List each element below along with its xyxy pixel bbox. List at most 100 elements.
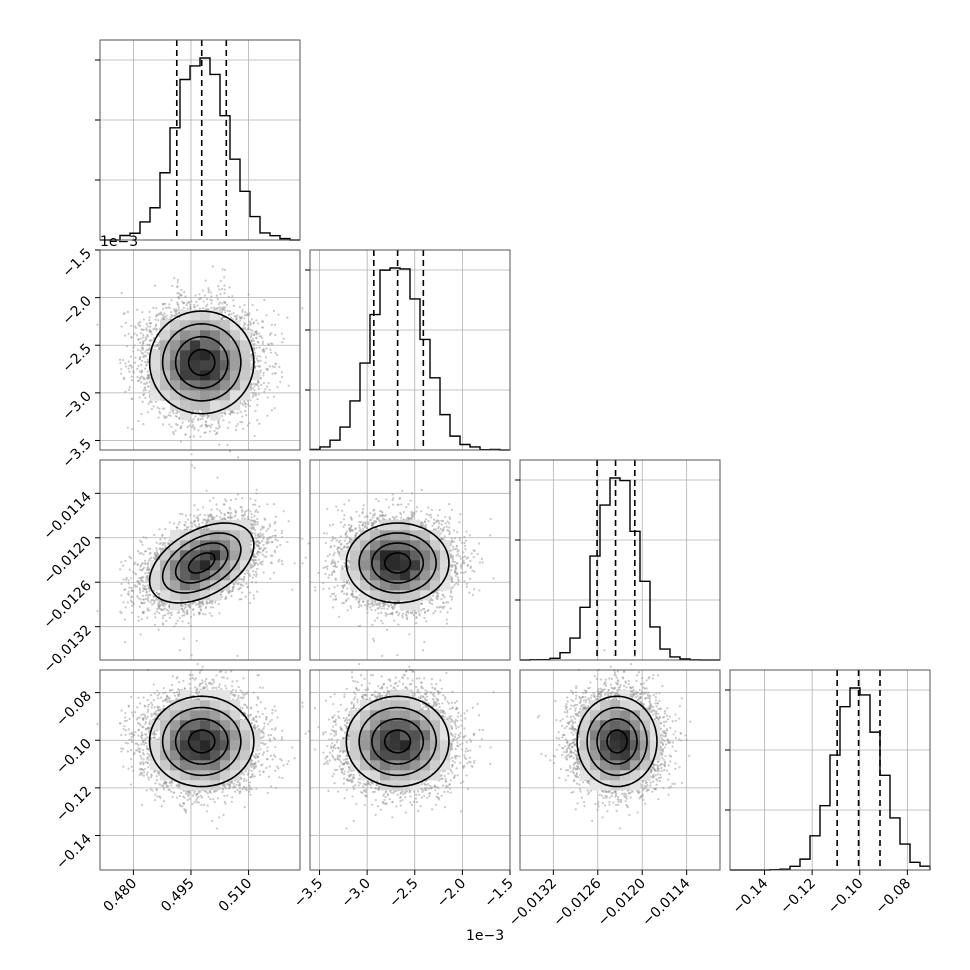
scatter-point <box>257 385 260 388</box>
scatter-point <box>194 415 197 418</box>
scatter-point <box>124 606 127 609</box>
scatter-point <box>229 508 232 511</box>
scatter-point <box>146 370 149 373</box>
scatter-point <box>216 427 220 430</box>
scatter-point <box>144 572 147 575</box>
scatter-point <box>125 576 128 580</box>
scatter-point <box>178 520 181 524</box>
scatter-point <box>138 396 141 399</box>
density-cell <box>240 370 251 381</box>
scatter-point <box>169 414 172 417</box>
scatter-point <box>254 409 257 413</box>
scatter-point <box>144 350 147 353</box>
scatter-point <box>301 537 304 540</box>
scatter-point <box>210 508 213 511</box>
scatter-point <box>259 541 262 545</box>
density-cell <box>220 530 231 541</box>
scatter-point <box>146 565 149 569</box>
scatter-point <box>255 488 258 491</box>
scatter-point <box>140 351 143 355</box>
scatter-point <box>386 607 389 611</box>
scatter-point <box>147 547 150 550</box>
scatter-point <box>256 540 260 543</box>
scatter-point <box>178 292 181 295</box>
scatter-point <box>137 321 140 325</box>
scatter-point <box>252 594 255 597</box>
scatter-point <box>182 637 185 640</box>
scatter-point <box>278 365 281 368</box>
scatter-point <box>176 301 179 304</box>
scatter-point <box>250 543 253 546</box>
scatter-point <box>156 343 159 347</box>
density-panel-2-1 <box>281 459 511 661</box>
scatter-point <box>198 293 201 296</box>
density-cell <box>220 550 231 561</box>
scatter-point <box>240 517 244 520</box>
scatter-point <box>193 306 197 309</box>
scatter-point <box>219 279 222 283</box>
scatter-point <box>212 518 215 521</box>
scatter-point <box>164 614 167 617</box>
scatter-point <box>155 549 158 552</box>
scatter-point <box>165 608 168 611</box>
scatter-point <box>158 407 161 410</box>
scatter-point <box>126 426 129 429</box>
scatter-point <box>261 342 264 345</box>
scatter-point <box>96 323 99 326</box>
scatter-point <box>134 573 138 576</box>
scatter-point <box>145 536 148 539</box>
scatter-point <box>140 381 143 384</box>
scatter-point <box>229 514 232 517</box>
scatter-point <box>146 609 149 612</box>
scatter-point <box>132 570 135 573</box>
scatter-point <box>165 619 168 623</box>
scatter-point <box>242 324 245 327</box>
scatter-point <box>140 371 143 374</box>
scatter-point <box>155 591 158 594</box>
scatter-point <box>183 614 186 617</box>
scatter-point <box>252 321 256 324</box>
scatter-point <box>231 589 234 593</box>
scatter-point <box>148 590 151 593</box>
density-cell <box>190 360 201 371</box>
scatter-point <box>139 337 142 340</box>
scatter-point <box>201 417 204 421</box>
scatter-point <box>155 328 158 332</box>
scatter-point <box>249 601 252 605</box>
scatter-point <box>248 312 251 315</box>
scatter-point <box>273 534 277 537</box>
scatter-point <box>222 419 225 422</box>
scatter-point <box>241 415 244 418</box>
scatter-point <box>134 356 137 359</box>
scatter-point <box>240 316 244 319</box>
density-cell <box>180 570 191 581</box>
scatter-point <box>258 534 261 538</box>
scatter-point <box>459 557 463 560</box>
scatter-point <box>232 583 235 586</box>
scatter-point <box>265 529 268 532</box>
scatter-point <box>264 555 268 558</box>
scatter-point <box>118 358 122 361</box>
scatter-point <box>151 603 154 606</box>
scatter-point <box>138 379 141 382</box>
scatter-point <box>171 315 174 318</box>
scatter-point <box>175 415 179 418</box>
scatter-point <box>241 310 244 313</box>
scatter-point <box>134 326 138 330</box>
scatter-point <box>140 579 144 582</box>
scatter-point <box>274 529 277 532</box>
scatter-point <box>243 572 247 575</box>
scatter-point <box>147 402 150 405</box>
scatter-point <box>180 288 183 292</box>
scatter-point <box>174 429 177 432</box>
scatter-point <box>255 492 258 495</box>
scatter-point <box>257 332 261 335</box>
scatter-point <box>190 300 193 303</box>
scatter-point <box>147 559 150 562</box>
scatter-point <box>256 403 259 407</box>
scatter-point <box>130 366 134 369</box>
scatter-point <box>274 538 277 541</box>
scatter-point <box>273 323 277 326</box>
scatter-point <box>244 323 247 326</box>
density-cell <box>180 400 191 411</box>
